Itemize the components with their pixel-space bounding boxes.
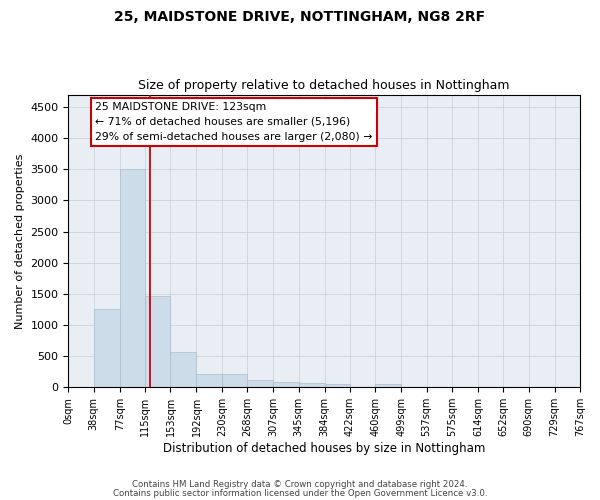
- Bar: [94, 309, 120, 387]
- Bar: [170, 352, 196, 387]
- Text: Contains HM Land Registry data © Crown copyright and database right 2024.: Contains HM Land Registry data © Crown c…: [132, 480, 468, 489]
- Bar: [145, 296, 170, 387]
- Bar: [196, 374, 222, 387]
- Text: Contains public sector information licensed under the Open Government Licence v3: Contains public sector information licen…: [113, 488, 487, 498]
- Title: Size of property relative to detached houses in Nottingham: Size of property relative to detached ho…: [139, 79, 510, 92]
- Bar: [222, 374, 247, 387]
- Y-axis label: Number of detached properties: Number of detached properties: [15, 153, 25, 328]
- Bar: [299, 384, 325, 387]
- Text: 25 MAIDSTONE DRIVE: 123sqm
← 71% of detached houses are smaller (5,196)
29% of s: 25 MAIDSTONE DRIVE: 123sqm ← 71% of deta…: [95, 102, 373, 142]
- Bar: [325, 384, 350, 387]
- Bar: [247, 380, 273, 387]
- Bar: [273, 382, 299, 387]
- X-axis label: Distribution of detached houses by size in Nottingham: Distribution of detached houses by size …: [163, 442, 485, 455]
- Bar: [120, 170, 145, 387]
- Text: 25, MAIDSTONE DRIVE, NOTTINGHAM, NG8 2RF: 25, MAIDSTONE DRIVE, NOTTINGHAM, NG8 2RF: [115, 10, 485, 24]
- Bar: [375, 384, 401, 387]
